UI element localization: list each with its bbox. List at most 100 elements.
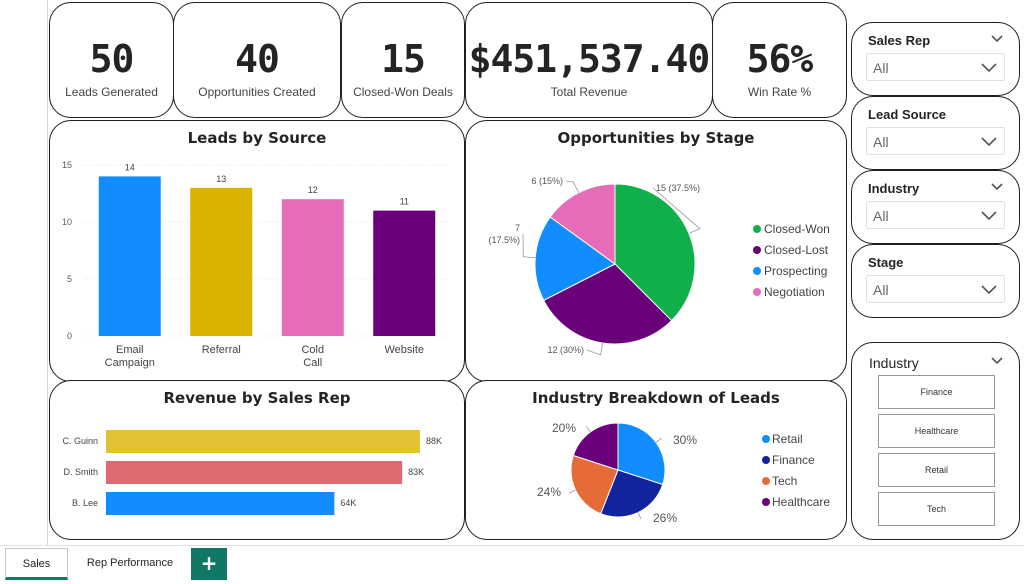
chevron-down-icon[interactable] [989, 355, 1005, 367]
kpi-label: Total Revenue [550, 85, 628, 99]
leads-by-source-visual[interactable]: Leads by Source 0 5 10 15 14 Email Campaign 13 R… [49, 120, 465, 382]
x-tick-label: Campaign [105, 357, 155, 369]
kpi-card-closed-won[interactable]: 15 Closed-Won Deals [341, 2, 465, 118]
slicer-value: All [873, 282, 889, 298]
x-tick-label: Cold [301, 344, 324, 356]
slicer-dropdown[interactable]: All [866, 201, 1005, 229]
data-label: 6 (15%) [531, 176, 563, 186]
legend-label: Closed-Lost [764, 243, 829, 257]
legend-label: Prospecting [764, 264, 827, 278]
y-tick-label: 15 [62, 160, 72, 170]
data-label: 24% [537, 485, 561, 499]
bar [373, 210, 436, 336]
chevron-down-icon [981, 211, 997, 221]
canvas-left-border [47, 0, 48, 545]
leader-line [585, 426, 591, 433]
kpi-value: 15 [381, 37, 426, 81]
slicer-value: All [873, 60, 889, 76]
chevron-down-icon [981, 63, 997, 73]
data-label: 12 (30%) [547, 345, 584, 355]
opportunities-by-stage-chart: 15 (37.5%) 12 (30%) 7 (17.5%) 6 (15%) Closed-… [488, 176, 830, 356]
industry-tile-tech[interactable]: Tech [878, 492, 995, 526]
pie-slice [549, 183, 616, 265]
revenue-by-sales-rep-chart: C. Guinn 88K D. Smith 83K B. Lee 64K [62, 430, 442, 515]
kpi-card-opportunities[interactable]: 40 Opportunities Created [173, 2, 341, 118]
leader-line [565, 180, 580, 193]
chevron-down-icon[interactable] [989, 181, 1005, 193]
legend-marker [753, 267, 761, 275]
slicer-dropdown[interactable]: All [866, 275, 1005, 303]
data-label: 14 [125, 162, 135, 172]
visual-title: Leads by Source [187, 129, 327, 147]
kpi-value: 50 [89, 37, 135, 81]
data-label: 13 [216, 174, 226, 184]
x-tick-label: Email [116, 344, 144, 356]
visual-title: Opportunities by Stage [557, 129, 755, 147]
data-label: 7 [515, 223, 520, 233]
pie-slice [534, 216, 616, 301]
chevron-down-icon [981, 285, 997, 295]
data-label: 64K [340, 498, 356, 508]
data-label: 26% [653, 511, 677, 525]
legend-label: Finance [772, 453, 815, 467]
kpi-label: Win Rate % [747, 85, 812, 99]
slicer-industry[interactable]: Industry All [851, 170, 1020, 244]
tab-sales[interactable]: Sales [5, 548, 68, 580]
data-label: 30% [673, 433, 697, 447]
slicer-dropdown[interactable]: All [866, 127, 1005, 155]
tab-rep-performance[interactable]: Rep Performance [86, 557, 174, 569]
pie-slice [570, 454, 619, 515]
slicer-title: Sales Rep [868, 33, 931, 48]
pie-slice [572, 422, 619, 471]
page-tab-bar [0, 545, 1024, 584]
industry-breakdown-visual[interactable]: Industry Breakdown of Leads 30% 26% 24% 20%… [465, 380, 847, 540]
leader-line [637, 512, 642, 520]
legend-label: Retail [772, 432, 803, 446]
slicer-lead-source[interactable]: Lead Source All [851, 96, 1020, 170]
y-category-label: D. Smith [63, 467, 98, 477]
visual-title: Revenue by Sales Rep [163, 389, 351, 407]
bar [281, 199, 344, 336]
slicer-sales-rep[interactable]: Sales Rep All [851, 22, 1020, 96]
legend-label: Healthcare [772, 495, 830, 509]
y-tick-label: 10 [62, 217, 72, 227]
industry-tile-healthcare[interactable]: Healthcare [878, 414, 995, 448]
bar [106, 461, 403, 484]
bar [190, 187, 253, 336]
bar [98, 176, 161, 336]
y-tick-label: 5 [67, 274, 72, 284]
kpi-label: Leads Generated [65, 85, 158, 99]
legend-marker [762, 456, 770, 464]
kpi-card-leads[interactable]: 50 Leads Generated [49, 2, 174, 118]
data-label: 20% [552, 421, 576, 435]
slicer-dropdown[interactable]: All [866, 53, 1005, 81]
x-tick-label: Website [384, 344, 424, 356]
slicer-title: Stage [868, 255, 904, 270]
x-tick-label: Call [303, 357, 322, 369]
kpi-label: Opportunities Created [198, 85, 316, 99]
bar [106, 430, 420, 453]
chevron-down-icon[interactable] [989, 33, 1005, 45]
legend-label: Tech [772, 474, 797, 488]
industry-tile-retail[interactable]: Retail [878, 453, 995, 487]
kpi-card-total-revenue[interactable]: $451,537.40 Total Revenue [465, 2, 713, 118]
slicer-value: All [873, 134, 889, 150]
pie-slice [543, 263, 673, 345]
leader-line [586, 342, 603, 356]
kpi-card-win-rate[interactable]: 56% Win Rate % [712, 2, 847, 118]
add-page-button[interactable]: + [191, 548, 227, 580]
revenue-by-sales-rep-visual[interactable]: Revenue by Sales Rep C. Guinn 88K D. Smith… [49, 380, 465, 540]
x-tick-label: Referral [202, 344, 241, 356]
slicer-title: Lead Source [868, 107, 947, 122]
y-category-label: B. Lee [72, 498, 98, 508]
legend-marker [753, 225, 761, 233]
slicer-stage[interactable]: Stage All [851, 244, 1020, 318]
industry-tile-slicer[interactable]: Industry Finance Healthcare Retail Tech [851, 342, 1020, 540]
legend-marker [753, 288, 761, 296]
industry-tile-finance[interactable]: Finance [878, 375, 995, 409]
kpi-label: Closed-Won Deals [353, 85, 453, 99]
opportunities-by-stage-visual[interactable]: Opportunities by Stage 15 (37.5%) 12 (30%… [465, 120, 847, 382]
data-label: 11 [400, 197, 409, 207]
visual-title: Industry Breakdown of Leads [532, 389, 780, 407]
